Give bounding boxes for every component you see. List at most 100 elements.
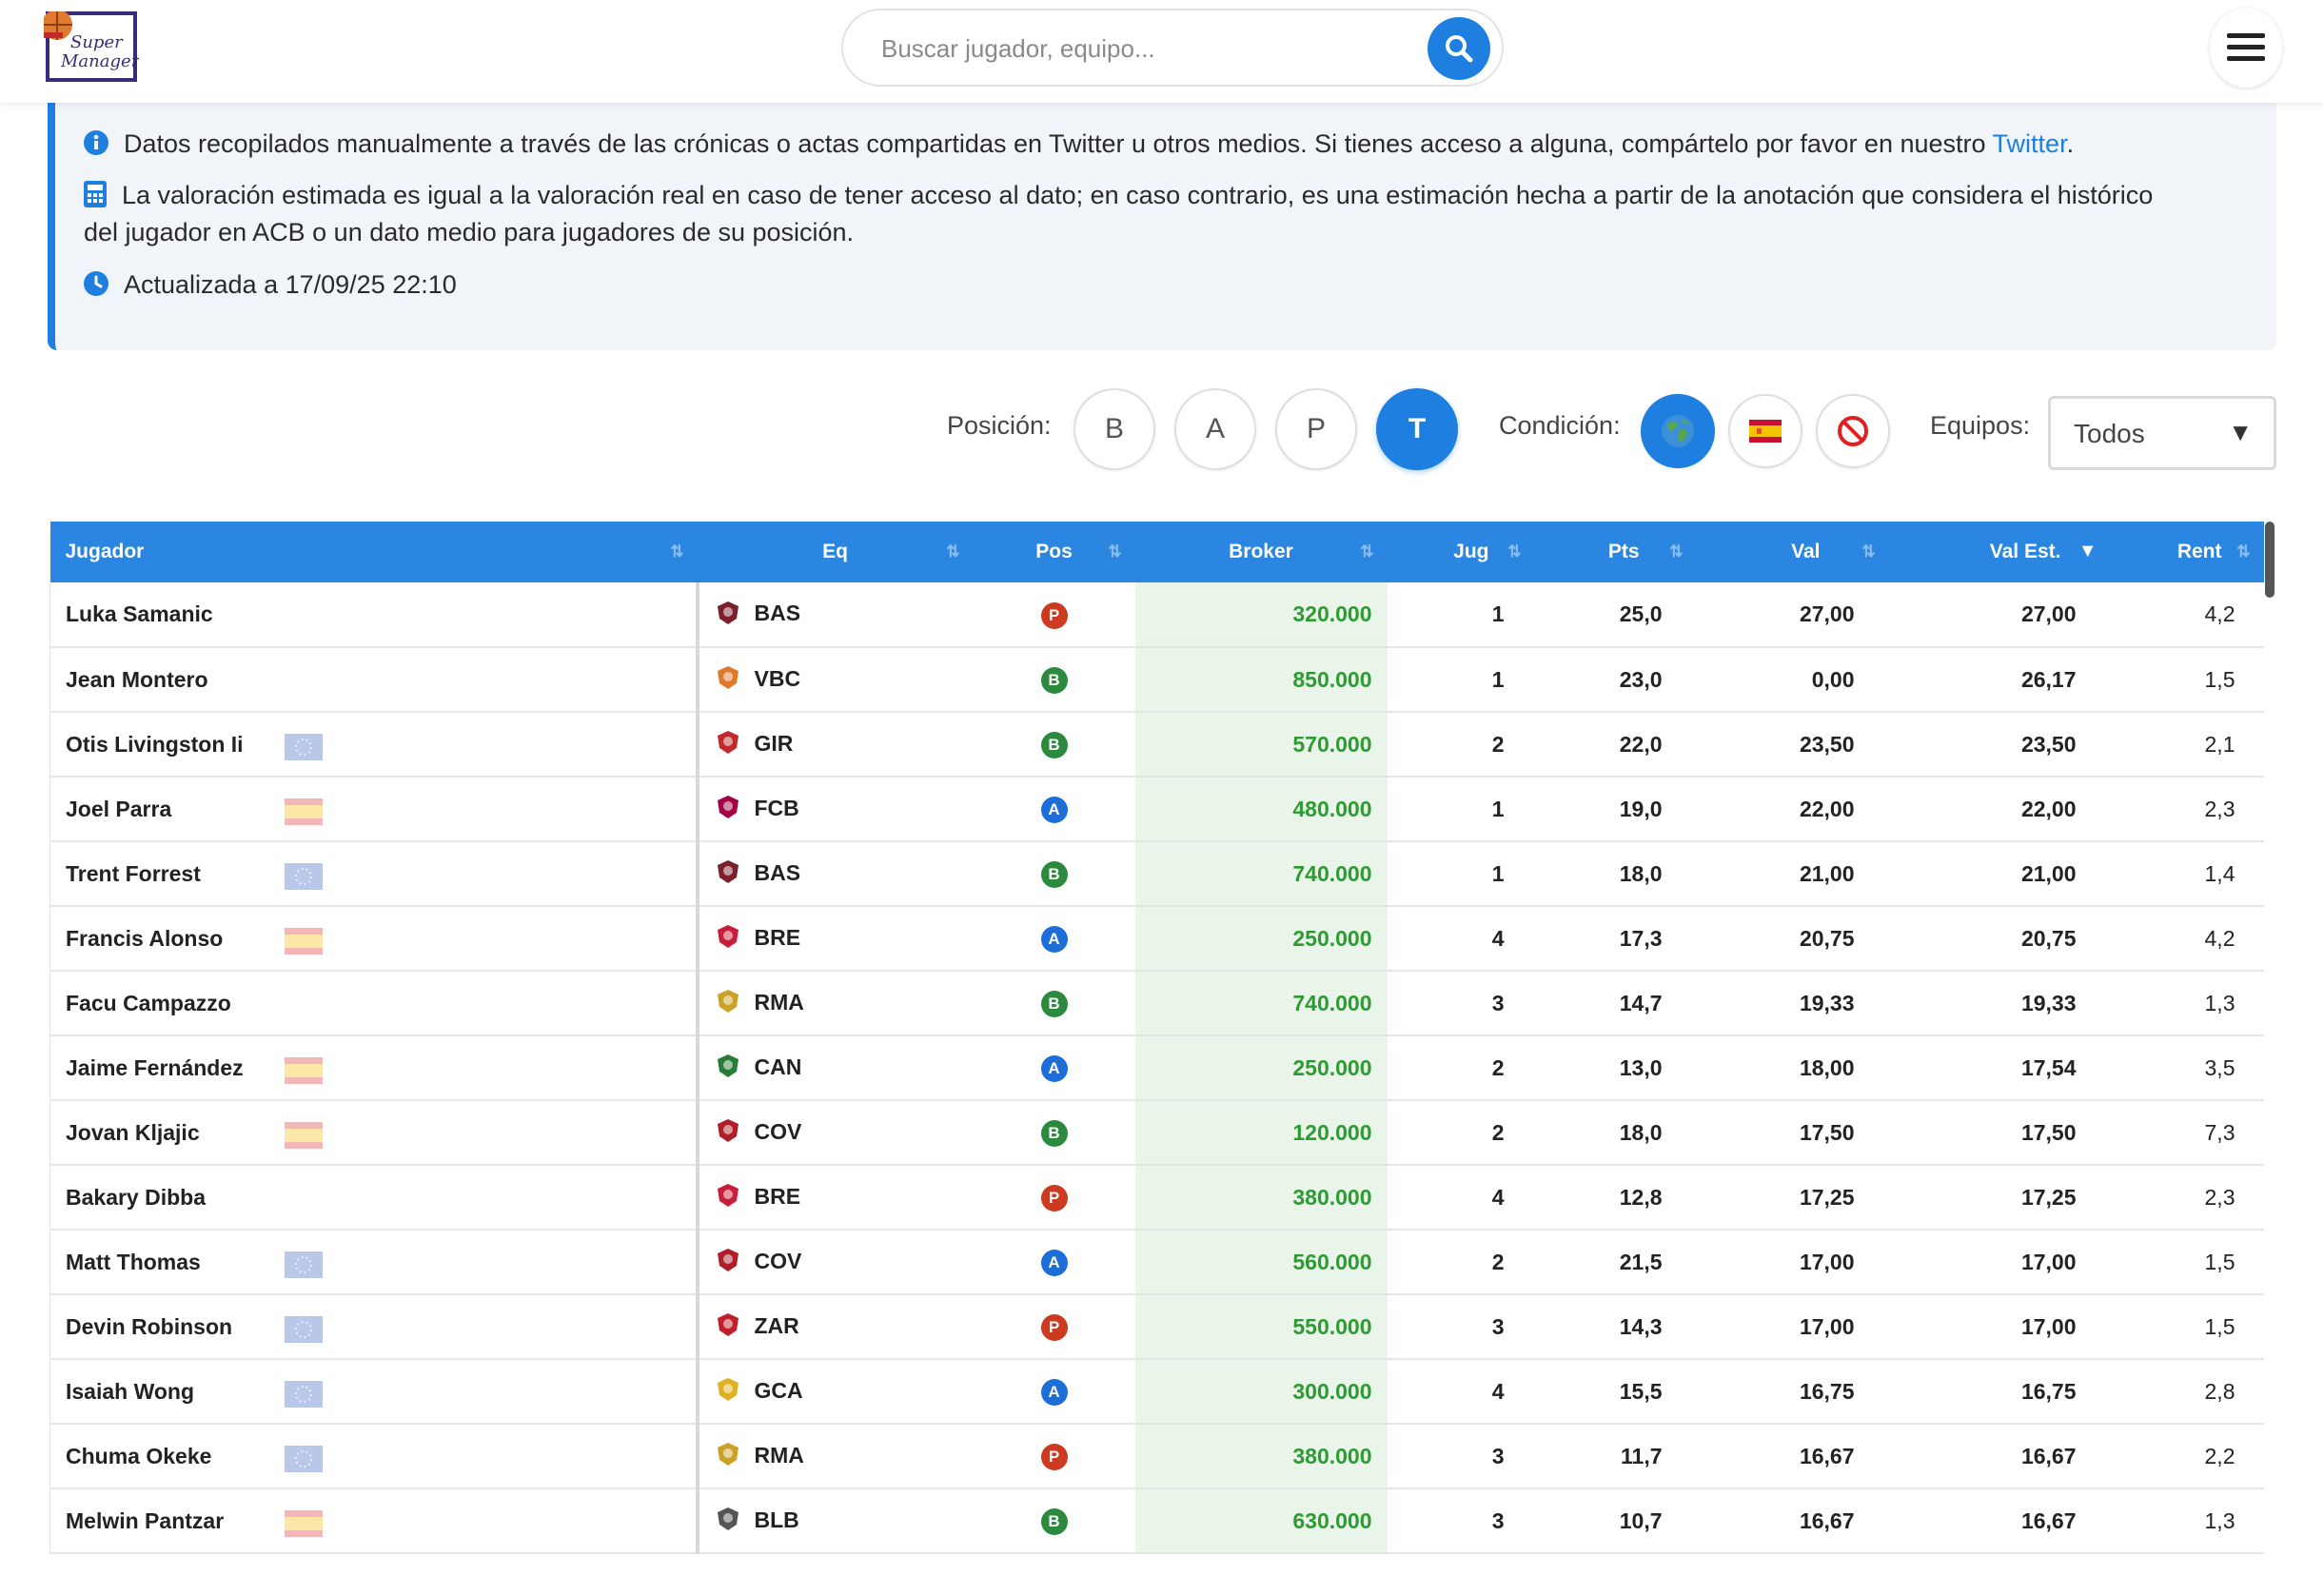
player-name-cell[interactable]: Otis Livingston Ii [49, 712, 698, 778]
rent-cell: 2,8 [2110, 1359, 2264, 1425]
site-logo[interactable]: Super Manager [42, 10, 141, 82]
table-row[interactable]: Jean Montero VBC B 850.000 1 23,0 0,00 26,17 1,5 [49, 647, 2264, 713]
player-name-cell[interactable]: Jaime Fernández [49, 1035, 698, 1101]
pts-cell: 14,7 [1534, 971, 1697, 1036]
player-name[interactable]: Jean Montero [66, 666, 208, 692]
player-name[interactable]: Trent Forrest [66, 860, 201, 886]
player-name-cell[interactable]: Joel Parra [49, 777, 698, 842]
spain-flag-icon [1749, 420, 1782, 443]
sort-icon: ⇅ [1360, 542, 1374, 561]
player-name[interactable]: Melwin Pantzar [66, 1507, 225, 1533]
player-name[interactable]: Jovan Kljajic [66, 1119, 200, 1145]
table-row[interactable]: Chuma Okeke RMA P 380.000 3 11,7 16,67 16,67 2,2 [49, 1424, 2264, 1489]
player-name[interactable]: Otis Livingston Ii [66, 731, 244, 757]
player-name-cell[interactable]: Jovan Kljajic [49, 1100, 698, 1166]
position-badge: B [1040, 991, 1068, 1017]
team-code: BAS [754, 601, 801, 626]
player-name[interactable]: Joel Parra [66, 796, 172, 821]
team-cell: GIR [695, 712, 974, 778]
position-badge: P [1040, 1185, 1068, 1212]
column-header-val[interactable]: Val ⇅ [1696, 522, 1889, 582]
column-header-jug[interactable]: Jug ⇅ [1387, 522, 1535, 582]
player-name-cell[interactable]: Trent Forrest [49, 841, 698, 907]
table-row[interactable]: Luka Samanic BAS P 320.000 1 25,0 27,00 27,00 4,… [49, 582, 2264, 648]
column-header-rent[interactable]: Rent ⇅ [2110, 522, 2264, 582]
player-name-cell[interactable]: Isaiah Wong [49, 1359, 698, 1425]
player-name-cell[interactable]: Jean Montero [49, 647, 698, 713]
player-name[interactable]: Facu Campazzo [66, 990, 231, 1015]
position-button-a[interactable]: A [1174, 388, 1256, 470]
table-row[interactable]: Joel Parra FCB A 480.000 1 19,0 22,00 22,00 2,3 [49, 777, 2264, 842]
team-cell: RMA [695, 1424, 974, 1489]
column-header-jugador[interactable]: Jugador ⇅ [49, 522, 698, 582]
info-line-valuation: La valoración estimada es igual a la val… [84, 177, 2254, 251]
team-logo-icon [717, 731, 739, 755]
column-header-eq[interactable]: Eq ⇅ [697, 522, 974, 582]
pts-cell: 21,5 [1534, 1230, 1697, 1295]
sort-icon: ⇅ [1861, 542, 1876, 561]
position-button-b[interactable]: B [1073, 388, 1155, 470]
table-row[interactable]: Trent Forrest BAS B 740.000 1 18,0 21,00 21,00 1… [49, 841, 2264, 907]
val-cell: 17,00 [1696, 1294, 1889, 1360]
broker-cell: 570.000 [1134, 712, 1388, 778]
player-name-cell[interactable]: Facu Campazzo [49, 971, 698, 1036]
player-name-cell[interactable]: Matt Thomas [49, 1230, 698, 1295]
spain-flag-icon [285, 928, 323, 955]
player-name[interactable]: Jaime Fernández [66, 1054, 244, 1080]
jug-cell: 1 [1387, 777, 1535, 842]
table-scrollbar[interactable] [2265, 522, 2275, 598]
player-name-cell[interactable]: Francis Alonso [49, 906, 698, 972]
condition-button-all[interactable] [1641, 394, 1715, 468]
rent-cell: 4,2 [2110, 582, 2264, 648]
player-name-cell[interactable]: Melwin Pantzar [49, 1488, 698, 1554]
eu-flag-icon [285, 734, 323, 760]
eu-flag-icon [285, 1381, 323, 1408]
rent-cell: 1,3 [2110, 1488, 2264, 1554]
team-cell: GCA [695, 1359, 974, 1425]
search-button[interactable] [1428, 17, 1490, 80]
player-name[interactable]: Devin Robinson [66, 1313, 233, 1339]
table-row[interactable]: Devin Robinson ZAR P 550.000 3 14,3 17,00 17,00… [49, 1294, 2264, 1360]
rent-cell: 4,2 [2110, 906, 2264, 972]
column-header-pos[interactable]: Pos ⇅ [973, 522, 1135, 582]
val-est-cell: 27,00 [1888, 582, 2111, 648]
player-name[interactable]: Francis Alonso [66, 925, 224, 951]
jug-cell: 1 [1387, 582, 1535, 648]
player-name[interactable]: Matt Thomas [66, 1249, 201, 1274]
table-row[interactable]: Jovan Kljajic COV B 120.000 2 18,0 17,50 17,50 7… [49, 1100, 2264, 1166]
table-row[interactable]: Jaime Fernández CAN A 250.000 2 13,0 18,00 17,5… [49, 1035, 2264, 1101]
position-cell: B [973, 1100, 1135, 1166]
table-row[interactable]: Bakary Dibba BRE P 380.000 4 12,8 17,25 17,25 2,… [49, 1165, 2264, 1231]
column-header-pts[interactable]: Pts ⇅ [1534, 522, 1697, 582]
player-name-cell[interactable]: Bakary Dibba [49, 1165, 698, 1231]
table-row[interactable]: Otis Livingston Ii GIR B 570.000 2 22,0 23,50 2… [49, 712, 2264, 778]
table-row[interactable]: Melwin Pantzar BLB B 630.000 3 10,7 16,67 16,67… [49, 1488, 2264, 1554]
player-name-cell[interactable]: Chuma Okeke [49, 1424, 698, 1489]
player-name[interactable]: Chuma Okeke [66, 1443, 212, 1468]
table-row[interactable]: Facu Campazzo RMA B 740.000 3 14,7 19,33 19,33 1… [49, 971, 2264, 1036]
table-row[interactable]: Matt Thomas COV A 560.000 2 21,5 17,00 17,00 1,5 [49, 1230, 2264, 1295]
column-header-val-est[interactable]: Val Est. ▼ [1888, 522, 2111, 582]
position-badge: B [1040, 861, 1068, 888]
player-name[interactable]: Isaiah Wong [66, 1378, 195, 1404]
player-name[interactable]: Luka Samanic [66, 601, 213, 626]
spain-flag-icon [285, 1122, 323, 1149]
condition-button-spanish[interactable] [1728, 394, 1802, 468]
table-row[interactable]: Francis Alonso BRE A 250.000 4 17,3 20,75 20,75… [49, 906, 2264, 972]
team-code: RMA [754, 989, 804, 1015]
search-input[interactable] [879, 24, 1397, 73]
menu-button[interactable] [2210, 8, 2282, 88]
twitter-link[interactable]: Twitter [1992, 129, 2067, 158]
column-header-broker[interactable]: Broker ⇅ [1134, 522, 1388, 582]
condition-button-nonspanish[interactable] [1816, 394, 1890, 468]
info-icon [84, 129, 108, 155]
table-row[interactable]: Isaiah Wong GCA A 300.000 4 15,5 16,75 16,75 2,8 [49, 1359, 2264, 1425]
team-code: ZAR [754, 1312, 799, 1338]
player-name-cell[interactable]: Luka Samanic [49, 582, 698, 648]
teams-select[interactable]: Todos ▼ [2048, 396, 2276, 470]
pts-cell: 14,3 [1534, 1294, 1697, 1360]
position-button-p[interactable]: P [1275, 388, 1357, 470]
player-name[interactable]: Bakary Dibba [66, 1184, 207, 1210]
position-button-t[interactable]: T [1376, 388, 1458, 470]
player-name-cell[interactable]: Devin Robinson [49, 1294, 698, 1360]
